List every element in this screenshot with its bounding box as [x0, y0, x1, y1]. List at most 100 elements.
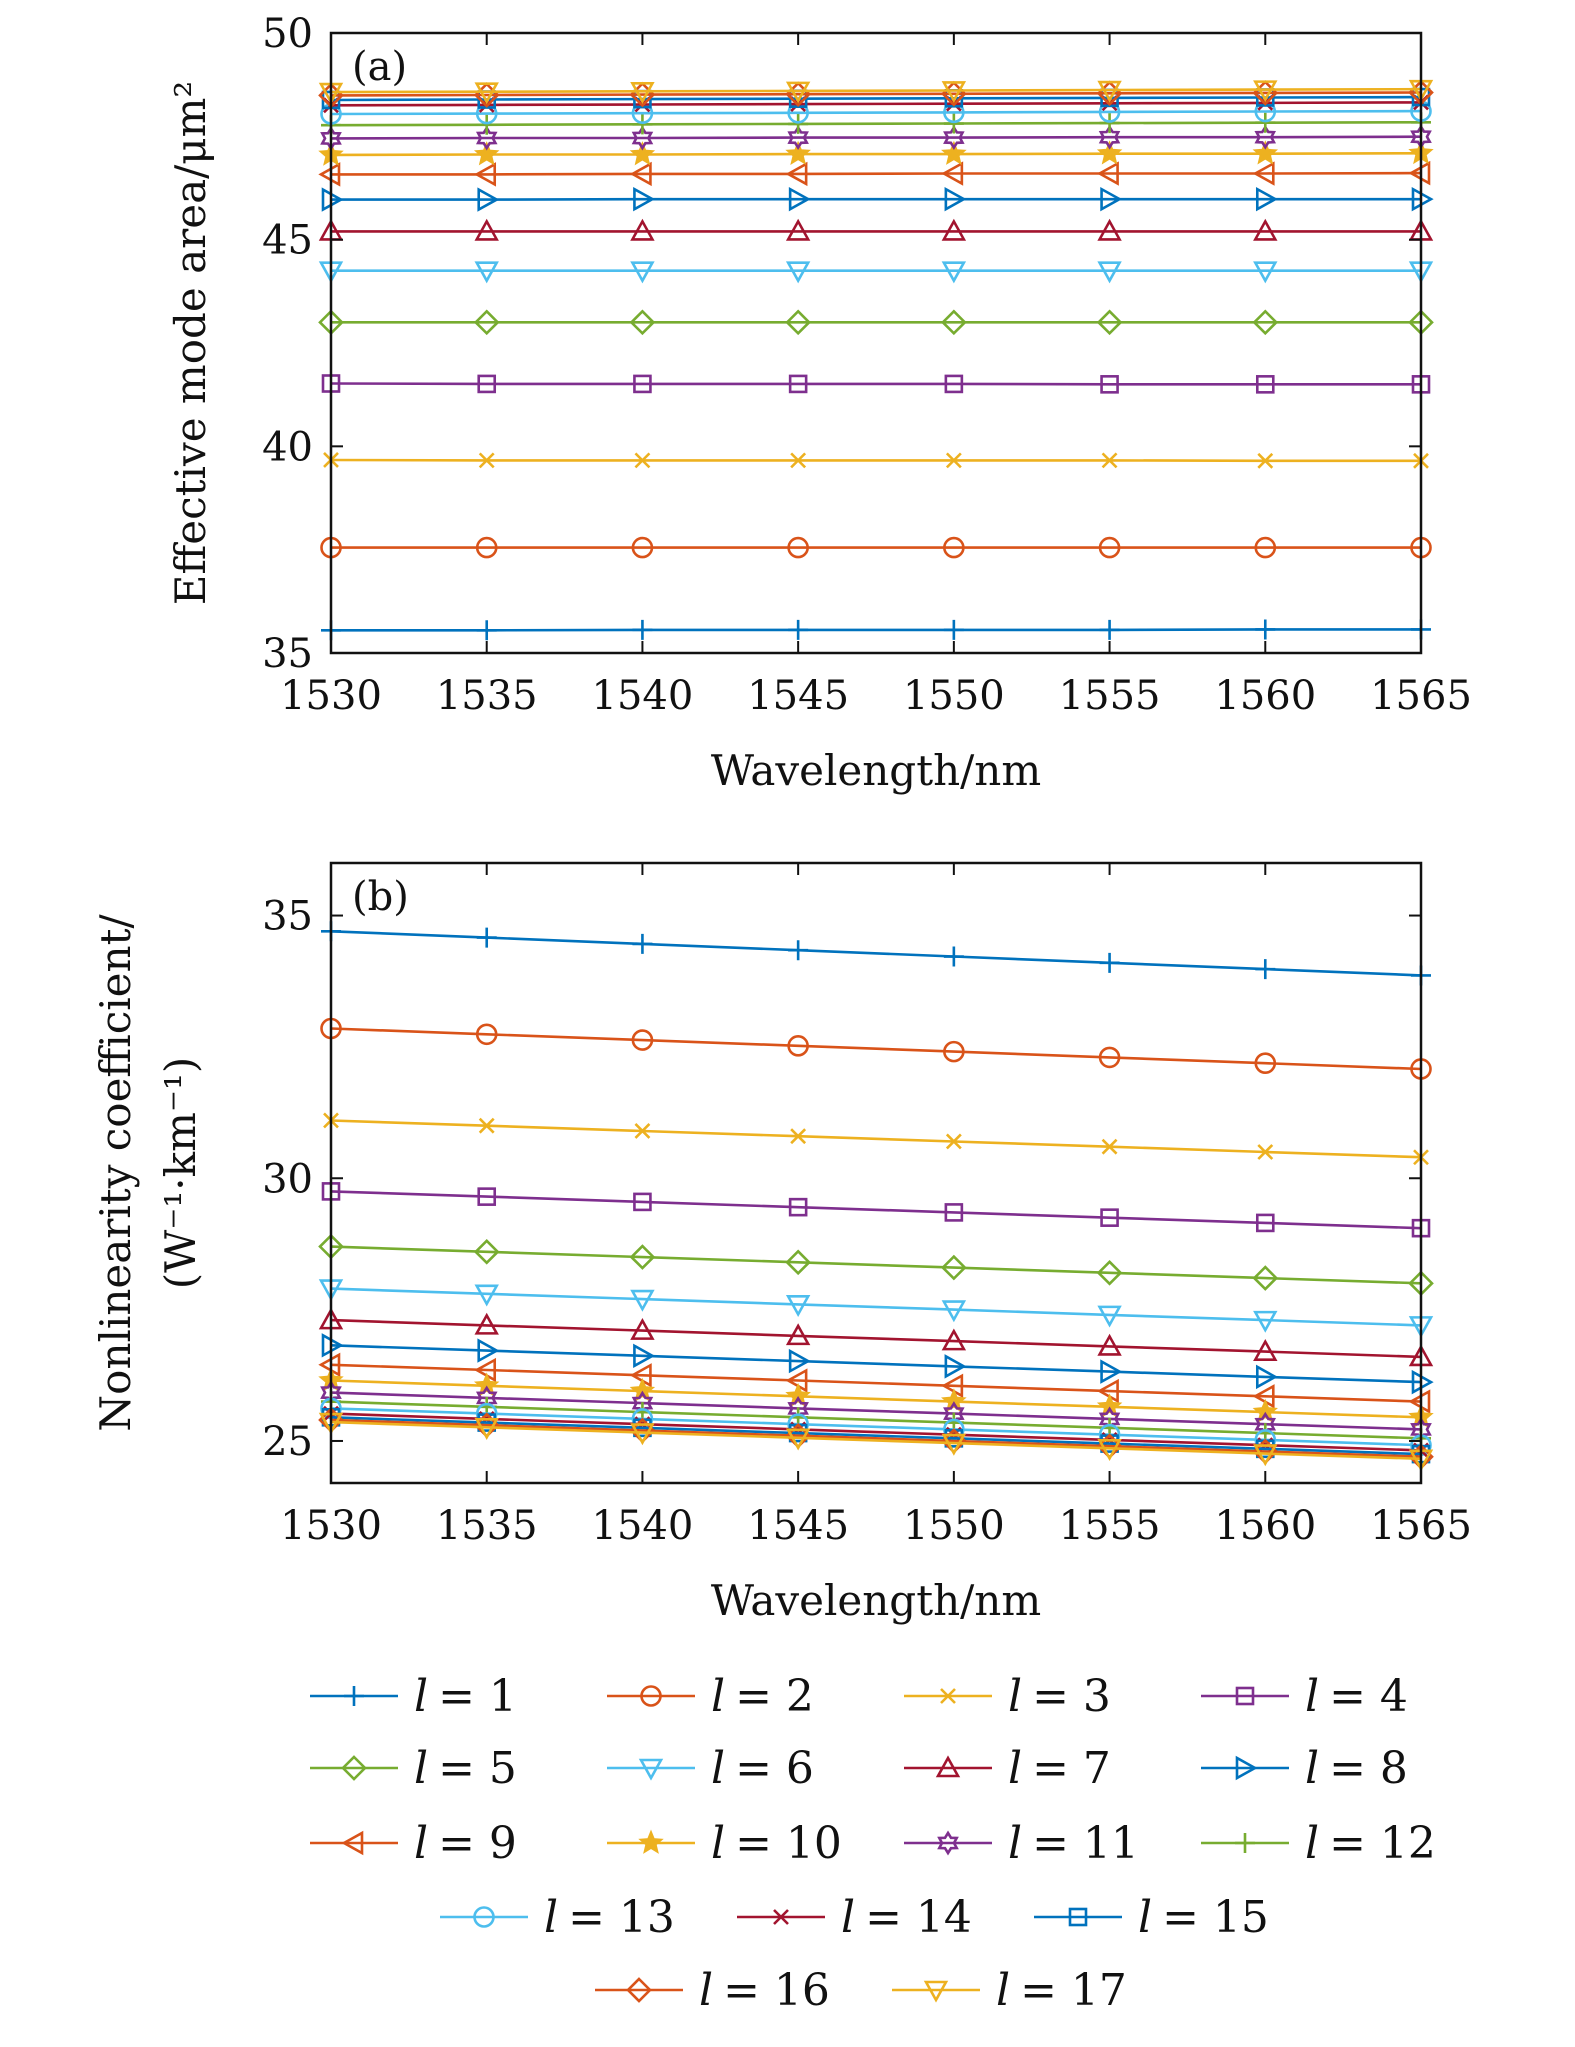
data-point: [1100, 186, 1123, 212]
data-point: [1253, 1444, 1278, 1467]
legend-marker: [1235, 1755, 1258, 1781]
series-line: [330, 1318, 1422, 1359]
data-point: [941, 1300, 967, 1323]
legend-marker: [341, 1830, 364, 1856]
data-point: [1097, 1305, 1122, 1328]
series-12: [321, 112, 1431, 136]
legend-var: l: [414, 1818, 428, 1869]
data-point: [1254, 536, 1277, 559]
data-point: [1099, 952, 1120, 973]
x-tick-label: 1535: [436, 1503, 538, 1549]
series-line: [331, 171, 1422, 176]
legend-label: l = 6: [711, 1743, 814, 1794]
data-point: [634, 1123, 651, 1139]
data-point: [1100, 375, 1119, 394]
legend-marker: [640, 1685, 662, 1707]
legend-item: l = 10: [607, 1818, 842, 1869]
legend-label: l = 17: [996, 1965, 1127, 2016]
data-point: [785, 81, 811, 104]
x-tick-label: 1540: [592, 1503, 694, 1549]
legend-item: l = 12: [1201, 1818, 1436, 1869]
y-tick-label: 30: [262, 1156, 313, 1202]
legend-item: l = 2: [607, 1671, 814, 1722]
legend-label: l = 16: [699, 1965, 830, 2016]
data-point: [473, 141, 500, 166]
legend-item: l = 15: [1034, 1892, 1269, 1943]
data-point: [630, 1423, 655, 1446]
legend-var: l: [414, 1743, 428, 1794]
legend-label: l = 2: [711, 1671, 814, 1722]
series-1: [321, 921, 1431, 986]
legend-marker: [344, 1686, 364, 1706]
legend-eq: = 1: [438, 1671, 517, 1722]
legend-item: l = 1: [310, 1671, 517, 1722]
legend-item: l = 13: [440, 1892, 675, 1943]
legend-var: l: [1008, 1743, 1022, 1794]
panel-b-xlabel: Wavelength/nm: [711, 1576, 1041, 1625]
series-17: [318, 79, 1434, 105]
data-point: [632, 619, 653, 640]
series-2: [320, 536, 1432, 559]
series-line: [330, 1027, 1422, 1071]
data-point: [785, 1428, 811, 1451]
data-point: [477, 374, 497, 394]
series-line: [331, 628, 1421, 632]
data-point: [477, 1187, 497, 1206]
series-4: [321, 1182, 1431, 1238]
legend-eq: = 10: [735, 1818, 842, 1869]
series-line: [330, 1190, 1422, 1230]
data-point: [630, 218, 655, 241]
data-point: [1257, 1144, 1274, 1160]
data-point: [1098, 1046, 1121, 1069]
data-point: [941, 140, 967, 165]
data-point: [476, 114, 497, 135]
data-point: [474, 218, 499, 241]
data-point: [474, 162, 497, 187]
data-point: [788, 1197, 808, 1217]
series-line: [330, 1379, 1422, 1419]
series-1: [321, 619, 1431, 641]
data-point: [477, 1338, 500, 1363]
y-tick-label: 40: [262, 424, 313, 470]
legend-label: l = 9: [414, 1818, 517, 1869]
data-point: [788, 113, 809, 134]
x-tick-label: 1555: [1059, 1503, 1161, 1549]
legend-item: l = 5: [310, 1743, 517, 1794]
data-point: [943, 125, 965, 151]
legend-marker: [638, 1758, 664, 1781]
x-tick-label: 1560: [1214, 673, 1316, 719]
x-tick-label: 1565: [1370, 673, 1472, 719]
data-point: [943, 536, 965, 559]
series-line: [330, 930, 1422, 977]
data-point: [634, 452, 651, 469]
series-8: [321, 1333, 1434, 1395]
data-point: [630, 261, 655, 284]
legend-var: l: [711, 1671, 725, 1722]
panel-b-frame: [329, 861, 1423, 1485]
series-line: [330, 1391, 1422, 1431]
data-point: [629, 141, 656, 166]
y-tick-label: 45: [262, 218, 313, 264]
data-point: [943, 946, 964, 967]
legend-item: l = 6: [607, 1743, 814, 1794]
legend-var: l: [711, 1743, 725, 1794]
data-point: [1255, 959, 1276, 980]
legend: l = 1 l = 2 l = 3 l = 4l = 5 l = 6 l = 7 l = 8l = 9 l = 1…: [310, 1671, 1436, 2016]
series-8: [321, 186, 1434, 212]
data-point: [1253, 80, 1278, 103]
data-point: [941, 81, 967, 104]
data-point: [1097, 261, 1122, 284]
x-tick-label: 1560: [1214, 1503, 1316, 1549]
legend-eq: = 12: [1329, 1818, 1436, 1869]
data-point: [785, 140, 811, 165]
panel-b-label: (b): [352, 874, 409, 920]
legend-var: l: [841, 1892, 855, 1943]
data-point: [632, 114, 653, 135]
series-line: [330, 91, 1422, 97]
data-point: [941, 1254, 967, 1281]
series-line: [330, 458, 1421, 463]
data-point: [1096, 140, 1123, 165]
legend-item: l = 14: [737, 1892, 972, 1943]
series-line: [330, 101, 1422, 107]
